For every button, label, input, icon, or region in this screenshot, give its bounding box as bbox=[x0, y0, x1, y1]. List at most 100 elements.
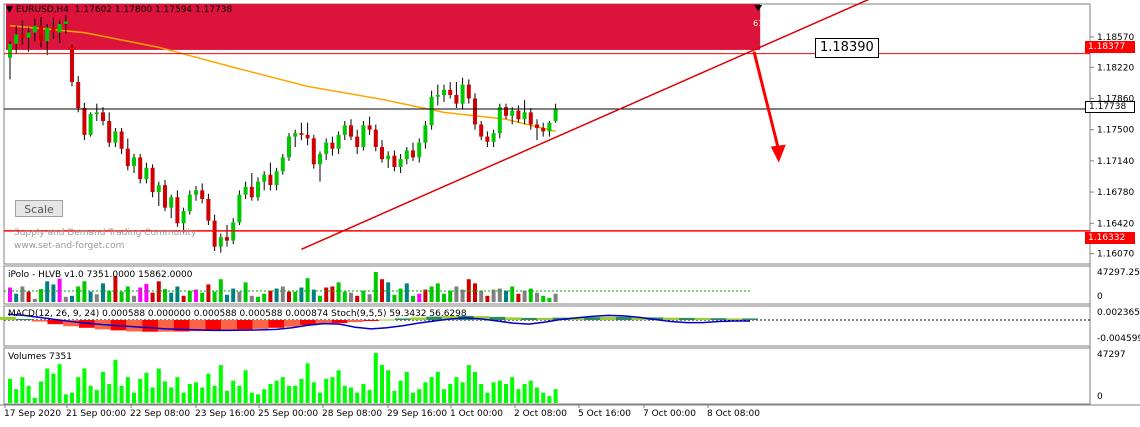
ipolo-bar bbox=[212, 291, 217, 302]
ipolo-bar bbox=[299, 287, 304, 302]
candle-body bbox=[51, 27, 56, 33]
macd-histogram-bar bbox=[79, 320, 95, 328]
volume-bar bbox=[243, 370, 248, 403]
ipolo-bar bbox=[8, 287, 12, 302]
macd-histogram-bar bbox=[584, 317, 601, 320]
volume-bar bbox=[194, 382, 198, 403]
triangle-down-icon[interactable]: ▼ bbox=[6, 5, 13, 15]
ipolo-bar bbox=[231, 288, 236, 302]
volume-bar bbox=[144, 372, 149, 403]
macd-histogram-bar bbox=[600, 316, 616, 320]
volume-bar bbox=[454, 377, 459, 403]
candle-body bbox=[150, 167, 155, 193]
volume-bar bbox=[26, 385, 31, 403]
volume-bar bbox=[163, 381, 167, 403]
volume-bar bbox=[380, 365, 384, 403]
volume-bar bbox=[442, 389, 446, 403]
candle-body bbox=[144, 167, 149, 180]
candle-body bbox=[39, 25, 43, 42]
candle-body bbox=[417, 142, 422, 158]
ipolo-bar bbox=[429, 286, 434, 302]
candle-body bbox=[163, 185, 167, 208]
ipolo-bar bbox=[522, 290, 527, 302]
y-tick-label: 1.16780 bbox=[1097, 188, 1134, 198]
volume-bar bbox=[361, 384, 366, 403]
macd-histogram-bar bbox=[678, 317, 695, 320]
y-tick-label: 1.17860 bbox=[1097, 94, 1134, 104]
ipolo-axis-min: 0 bbox=[1097, 292, 1103, 302]
candle-body bbox=[541, 127, 546, 132]
macd-axis-min: -0.004599 bbox=[1097, 334, 1140, 344]
macd-histogram-bar bbox=[489, 316, 506, 320]
candle-body bbox=[212, 220, 217, 247]
volumes-axis-max: 47297 bbox=[1097, 350, 1126, 360]
symbol-name: EURUSD,H4 bbox=[15, 5, 70, 15]
volume-bar bbox=[417, 389, 422, 403]
macd-histogram-bar bbox=[0, 316, 16, 320]
ipolo-bar bbox=[485, 295, 490, 302]
candle-body bbox=[113, 131, 118, 143]
volume-bar bbox=[466, 365, 471, 403]
candle-body bbox=[473, 98, 477, 125]
macd-signal-line bbox=[7, 313, 750, 332]
candle-body bbox=[460, 84, 465, 104]
candle-body bbox=[535, 124, 539, 128]
candle-body bbox=[423, 125, 428, 143]
volume-bar bbox=[311, 382, 316, 403]
candle-body bbox=[138, 157, 143, 180]
volume-bar bbox=[70, 392, 74, 403]
candle-body bbox=[324, 142, 329, 154]
macd-histogram-bar bbox=[426, 316, 443, 320]
volume-bar bbox=[256, 394, 260, 403]
volume-bar bbox=[32, 397, 37, 403]
candle-body bbox=[411, 150, 415, 158]
ipolo-bar bbox=[138, 287, 143, 302]
candle-body bbox=[218, 237, 223, 247]
ipolo-bar bbox=[14, 293, 19, 302]
volume-bar bbox=[101, 371, 105, 403]
ipolo-bar bbox=[181, 295, 186, 302]
volume-bar bbox=[541, 392, 546, 403]
macd-label: MACD(12, 26, 9, 24) 0.000588 0.000000 0.… bbox=[8, 309, 467, 319]
ipolo-bar bbox=[528, 288, 533, 302]
candle-body bbox=[187, 194, 192, 212]
ipolo-bar bbox=[63, 296, 68, 302]
volume-bar bbox=[411, 392, 415, 403]
ipolo-bar bbox=[280, 286, 285, 302]
ipolo-bar bbox=[311, 289, 316, 302]
volume-bar bbox=[342, 385, 347, 403]
macd-histogram-bar bbox=[505, 317, 522, 320]
x-tick-label: 28 Sep 08:00 bbox=[322, 409, 382, 419]
macd-histogram-bar bbox=[394, 318, 411, 320]
ipolo-bar bbox=[454, 286, 459, 302]
ipolo-bar bbox=[70, 295, 74, 302]
ipolo-bar bbox=[32, 298, 37, 302]
macd-histogram-bar bbox=[205, 320, 222, 331]
candle-body bbox=[125, 148, 130, 167]
volume-bar bbox=[355, 392, 360, 403]
ipolo-bar bbox=[200, 292, 205, 302]
candle-body bbox=[435, 95, 440, 97]
ipolo-bar bbox=[404, 283, 409, 302]
zone-marker-icon bbox=[754, 5, 763, 11]
volume-bar bbox=[429, 377, 434, 403]
scale-button[interactable]: Scale bbox=[15, 200, 63, 217]
candle-body bbox=[287, 136, 291, 158]
candle-body bbox=[516, 110, 521, 120]
volume-bar bbox=[107, 384, 112, 403]
y-tick-label: 1.16070 bbox=[1097, 250, 1134, 260]
volume-bar bbox=[237, 385, 242, 403]
ipolo-bar bbox=[76, 286, 81, 302]
volume-bar bbox=[262, 389, 267, 403]
macd-histogram-bar bbox=[331, 320, 348, 324]
candle-body bbox=[181, 211, 186, 224]
volume-bar bbox=[330, 377, 335, 403]
macd-histogram-bar bbox=[710, 318, 727, 320]
ipolo-bar bbox=[132, 295, 136, 302]
ipolo-bar bbox=[504, 290, 508, 302]
ipolo-bar bbox=[473, 283, 477, 302]
ipolo-bar bbox=[163, 289, 167, 302]
volume-bar bbox=[299, 378, 304, 403]
